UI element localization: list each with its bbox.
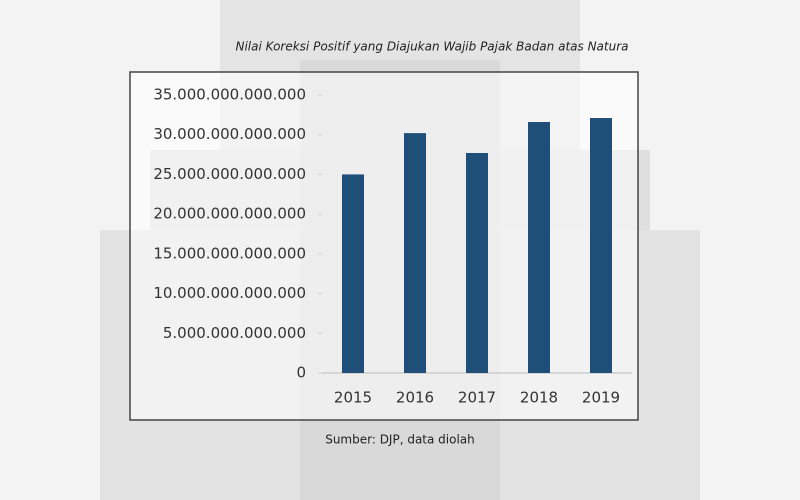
y-tick-label: 0	[296, 364, 306, 382]
x-tick-label: 2017	[458, 389, 496, 407]
x-tick-label: 2018	[520, 389, 558, 407]
y-tick-label: 20.000.000.000.000	[153, 205, 306, 223]
bar	[466, 152, 488, 373]
y-tick-label: 5.000.000.000.000	[163, 324, 306, 342]
x-tick-label: 2016	[396, 389, 434, 407]
bar	[342, 174, 364, 373]
y-tick-label: 35.000.000.000.000	[153, 86, 306, 104]
y-tick-label: 10.000.000.000.000	[153, 284, 306, 302]
chart-frame	[129, 71, 639, 421]
chart-title: Nilai Koreksi Positif yang Diajukan Waji…	[235, 40, 628, 54]
bar	[404, 133, 426, 373]
x-tick-label: 2015	[334, 389, 372, 407]
y-tick-label: 30.000.000.000.000	[153, 125, 306, 143]
bar	[590, 118, 612, 373]
y-tick-label: 25.000.000.000.000	[153, 165, 306, 183]
y-tick-label: 15.000.000.000.000	[153, 244, 306, 262]
bar	[528, 122, 550, 374]
x-tick-label: 2019	[582, 389, 620, 407]
source-note: Sumber: DJP, data diolah	[325, 433, 475, 447]
